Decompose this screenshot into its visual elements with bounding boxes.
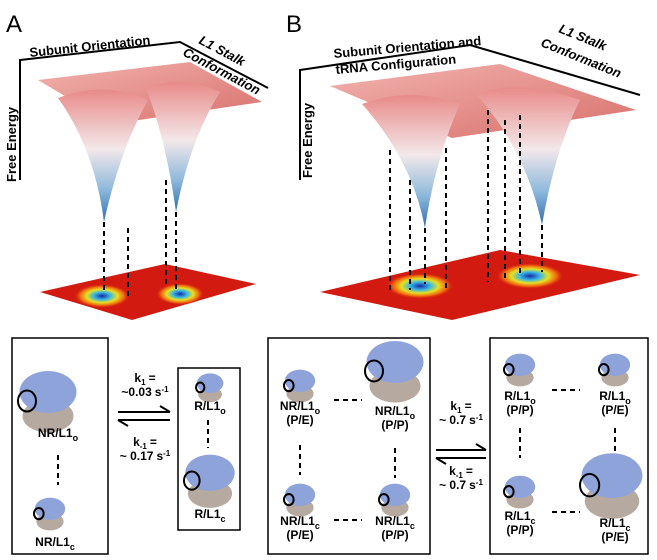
trna-state: (P/P) — [506, 523, 533, 537]
landscape-a: A Subunit Orientation L1 Stalk Conformat… — [4, 11, 268, 320]
ribosome — [34, 498, 65, 531]
panel-label: B — [286, 11, 302, 38]
trna-state: (P/E) — [286, 413, 313, 427]
ribosome — [365, 341, 424, 403]
trna-state: (P/P) — [381, 528, 408, 542]
trna-state: (P/E) — [286, 528, 313, 542]
rate-sign: = — [466, 464, 473, 478]
energy-map-well — [386, 273, 454, 299]
large-subunit — [367, 341, 424, 383]
ribosome — [196, 373, 223, 402]
trna-state: (P/P) — [506, 403, 533, 417]
energy-map — [320, 250, 640, 320]
state-subscript: c — [315, 521, 320, 531]
large-subunit — [185, 455, 234, 491]
state-name: NR/L1 — [375, 404, 410, 418]
state-subscript: o — [315, 406, 321, 416]
state-subscript: o — [220, 406, 226, 416]
ribosome — [18, 371, 77, 433]
state-name: NR/L1 — [375, 514, 410, 528]
rate-value: ~0.03s-1 — [121, 385, 169, 399]
state-subscript: c — [410, 521, 415, 531]
schemes — [12, 338, 648, 554]
ribosome — [504, 354, 535, 387]
state-name: R/L1 — [599, 389, 625, 403]
state-label: NR/L1c — [35, 535, 75, 552]
panel-label: A — [6, 11, 22, 38]
rate-sign: = — [465, 399, 472, 413]
state-name: R/L1 — [504, 509, 530, 523]
state-name: NR/L1 — [280, 514, 315, 528]
state-name: NR/L1 — [38, 426, 73, 440]
rate-power: -1 — [476, 413, 484, 422]
rate-power: -1 — [476, 478, 484, 487]
energy-map-well — [496, 263, 564, 289]
ribosome — [504, 476, 535, 509]
energy-well — [476, 87, 580, 225]
z-axis-label: Free Energy — [4, 106, 19, 182]
state-name: R/L1 — [194, 507, 220, 521]
energy-map-well — [74, 284, 130, 308]
state-subscript: c — [221, 514, 226, 524]
x-axis-label: Subunit Orientation — [29, 32, 151, 60]
energy-well — [146, 82, 220, 212]
rate-number: ~0.03 — [121, 385, 152, 399]
state-name: R/L1 — [194, 399, 220, 413]
energy-map-well — [156, 283, 204, 305]
ribosome — [599, 354, 630, 387]
rate-sign: = — [150, 435, 157, 449]
rate-sign: = — [149, 371, 156, 385]
state-name: R/L1 — [504, 389, 530, 403]
state-name: NR/L1 — [280, 399, 315, 413]
state-name: NR/L1 — [35, 535, 70, 549]
rate-power: -1 — [163, 449, 171, 458]
large-subunit — [20, 371, 77, 413]
figure: A Subunit Orientation L1 Stalk Conformat… — [0, 0, 657, 560]
state-subscript: c — [70, 542, 75, 552]
state-label: R/L1o — [194, 399, 226, 416]
state-label: NR/L1o — [38, 426, 79, 443]
ribosome — [580, 453, 642, 519]
rate-number: ~ 0.17 — [120, 449, 154, 463]
rate-number: ~ 0.7 — [439, 413, 466, 427]
ribosome — [284, 484, 315, 517]
ribosome — [284, 370, 315, 403]
energy-well — [58, 89, 148, 222]
trna-state: (P/P) — [381, 418, 408, 432]
trna-state: (P/E) — [601, 530, 628, 544]
state-name: R/L1 — [599, 516, 625, 530]
trna-state: (P/E) — [601, 403, 628, 417]
landscape-b: B Subunit Orientation and tRNA Configura… — [286, 11, 640, 320]
rate-number: ~ 0.7 — [439, 478, 466, 492]
z-axis-label: Free Energy — [300, 102, 315, 178]
state-label: R/L1c — [194, 507, 225, 524]
ribosome — [379, 484, 410, 517]
state-subscript: o — [410, 411, 416, 421]
rate-power: -1 — [161, 385, 169, 394]
large-subunit — [582, 453, 643, 498]
ribosome — [184, 455, 235, 508]
state-subscript: o — [73, 433, 79, 443]
energy-map — [40, 264, 256, 320]
